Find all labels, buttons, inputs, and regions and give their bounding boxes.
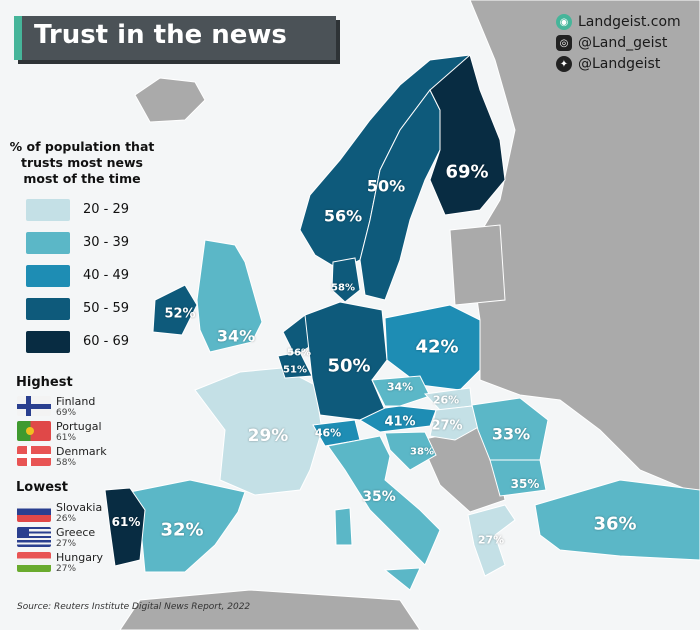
highest-country: Denmark (56, 445, 107, 458)
value-label-austria: 41% (384, 414, 416, 430)
country-sweden (359, 89, 441, 301)
instagram-icon: ◎ (556, 35, 572, 51)
legend-title-line: % of population that (9, 139, 155, 154)
highest-value: 61% (56, 433, 77, 443)
country-spain (129, 479, 246, 573)
lowest-country: Greece (56, 526, 96, 539)
portugal-flag-icon (17, 421, 51, 441)
lowest-value: 26% (56, 514, 77, 524)
value-label-denmark: 58% (331, 282, 355, 294)
country-portugal (104, 487, 146, 567)
instagram-text: @Land_geist (578, 35, 668, 51)
value-label-finland: 69% (445, 161, 489, 183)
website-link[interactable]: ◉ Landgeist.com (556, 14, 681, 30)
region-north-africa-no-data (119, 589, 421, 630)
title-banner: Trust in the news (14, 16, 336, 60)
highest-country: Finland (56, 395, 96, 408)
highest-value: 58% (56, 458, 77, 468)
value-label-belgium: 51% (283, 364, 307, 376)
country-uk (196, 239, 263, 353)
value-label-greece: 27% (477, 533, 505, 547)
value-label-slovakia: 26% (432, 393, 460, 407)
legend-title-line: trusts most news (21, 155, 143, 170)
country-denmark (331, 257, 361, 303)
greece-flag-icon (17, 527, 51, 547)
twitter-link[interactable]: ✦ @Landgeist (556, 56, 660, 72)
value-label-italy: 35% (362, 489, 396, 505)
denmark-flag-icon (17, 446, 51, 466)
legend-title-line: most of the time (23, 171, 141, 186)
legend-swatch (26, 232, 70, 254)
instagram-link[interactable]: ◎ @Land_geist (556, 35, 667, 51)
country-finland (429, 54, 506, 216)
country-france (194, 367, 323, 496)
value-label-czechia: 34% (386, 380, 414, 394)
title-accent (14, 16, 22, 60)
country-turkey (534, 479, 700, 561)
lowest-value: 27% (56, 564, 77, 574)
country-germany (304, 301, 388, 421)
highest-country: Portugal (56, 420, 102, 433)
legend-label: 30 - 39 (83, 235, 130, 250)
source-note: Source: Reuters Institute Digital News R… (17, 602, 251, 612)
legend-swatch (26, 265, 70, 287)
hungary-flag-icon (17, 552, 51, 572)
legend-label: 40 - 49 (83, 268, 130, 283)
lowest-country: Slovakia (56, 501, 103, 514)
value-label-france: 29% (247, 426, 289, 446)
value-label-switzerland: 46% (314, 426, 342, 440)
value-label-portugal: 61% (111, 515, 141, 529)
legend-swatch (26, 298, 70, 320)
legend-label: 50 - 59 (83, 301, 130, 316)
slovakia-flag-icon (17, 502, 51, 522)
value-label-norway: 56% (323, 206, 363, 226)
value-label-netherlands: 56% (287, 347, 311, 359)
twitter-icon: ✦ (556, 56, 572, 72)
country-ireland (152, 284, 198, 336)
legend-label: 20 - 29 (83, 202, 130, 217)
country-italy (327, 435, 441, 591)
value-label-sweden: 50% (366, 176, 406, 196)
highest-value: 69% (56, 408, 77, 418)
finland-flag-icon (17, 396, 51, 416)
globe-icon: ◉ (556, 14, 572, 30)
value-label-poland: 42% (415, 336, 459, 358)
lowest-value: 27% (56, 539, 77, 549)
country-bulgaria (489, 459, 547, 497)
value-label-croatia: 38% (410, 446, 434, 458)
twitter-text: @Landgeist (578, 56, 661, 72)
page-title: Trust in the news (34, 20, 287, 50)
value-label-bulgaria: 35% (510, 477, 540, 491)
lowest-country: Hungary (56, 551, 103, 564)
legend-swatch (26, 199, 70, 221)
region-iceland-no-data (134, 77, 206, 123)
country-greece (467, 504, 516, 577)
legend-title: % of population that trusts most news mo… (8, 139, 156, 187)
value-label-turkey: 36% (593, 513, 637, 535)
value-label-uk: 34% (216, 326, 256, 346)
country-hungary (429, 405, 483, 441)
legend-label: 60 - 69 (83, 334, 130, 349)
country-poland (384, 304, 481, 391)
website-text: Landgeist.com (578, 14, 681, 30)
value-label-hungary: 27% (431, 418, 463, 434)
legend-swatch (26, 331, 70, 353)
value-label-germany: 50% (327, 355, 371, 377)
country-czechia (371, 375, 431, 407)
highest-heading: Highest (16, 375, 73, 390)
country-croatia (384, 431, 437, 471)
value-label-romania: 33% (491, 424, 531, 444)
value-label-spain: 32% (160, 519, 204, 541)
lowest-heading: Lowest (16, 480, 68, 495)
value-label-ireland: 52% (164, 306, 196, 322)
region-baltics-no-data (449, 224, 506, 306)
